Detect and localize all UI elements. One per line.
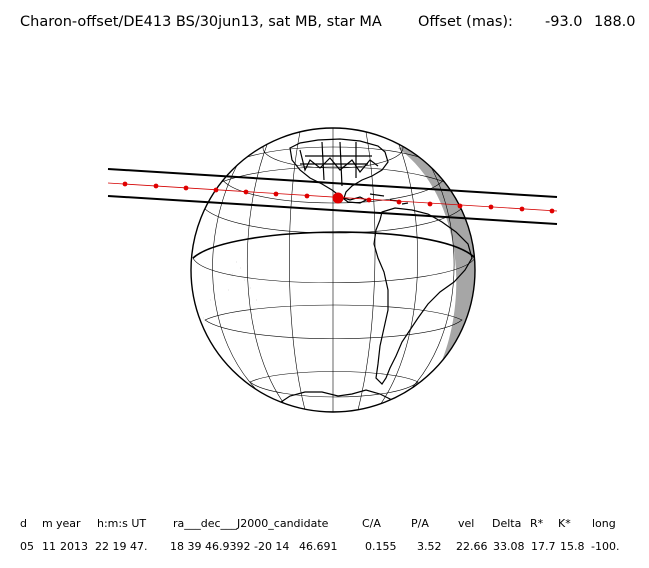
time-marker	[122, 181, 128, 187]
title-offset-y: 188.0	[594, 14, 636, 30]
col-header-rstar: R*	[530, 517, 544, 530]
val-long: -100.	[591, 540, 620, 553]
val-vel: 22.66	[456, 540, 488, 553]
val-time: 22 19 47.	[95, 540, 148, 553]
title-offset-x: -93.0	[545, 14, 583, 30]
globe-outline	[190, 127, 476, 413]
val-delta: 33.08	[493, 540, 525, 553]
title-event: Charon-offset/DE413 BS/30jun13, sat MB, …	[20, 14, 382, 30]
val-month: 11	[42, 540, 56, 553]
val-day: 05	[20, 540, 34, 553]
time-marker	[396, 199, 402, 205]
time-marker	[213, 187, 219, 193]
val-kstar: 15.8	[560, 540, 585, 553]
val-ca: 0.155	[365, 540, 397, 553]
coastlines	[203, 138, 473, 412]
north-limit-line	[107, 168, 558, 198]
val-radec: 18 39 46.9392 -20 14	[170, 540, 290, 553]
time-marker	[243, 189, 249, 195]
shadow-center-line	[107, 182, 558, 212]
col-header-radec: ra___dec___J2000_candidate	[173, 517, 329, 530]
time-marker	[519, 206, 525, 212]
time-marker	[488, 204, 494, 210]
val-dec-sec: 46.691	[299, 540, 338, 553]
col-header-long: long	[592, 517, 616, 530]
time-marker	[457, 203, 463, 209]
time-marker	[366, 197, 372, 203]
val-pa: 3.52	[417, 540, 442, 553]
plot-title: Charon-offset/DE413 BS/30jun13, sat MB, …	[10, 14, 640, 34]
val-rstar: 17.7	[531, 540, 556, 553]
title-offset-label: Offset (mas):	[418, 14, 513, 30]
time-markers	[122, 181, 555, 214]
south-limit-line	[107, 195, 558, 225]
val-year: 2013	[60, 540, 88, 553]
col-header-year: year	[56, 517, 81, 530]
col-header-pa: P/A	[411, 517, 429, 530]
time-marker	[183, 185, 189, 191]
col-header-vel: vel	[458, 517, 475, 530]
time-marker	[153, 183, 159, 189]
time-marker	[304, 193, 310, 199]
col-header-month: m	[42, 517, 53, 530]
time-marker	[427, 201, 433, 207]
time-marker	[273, 191, 279, 197]
col-header-kstar: K*	[558, 517, 571, 530]
col-header-day: d	[20, 517, 27, 530]
closest-approach-marker	[332, 192, 344, 204]
night-region	[398, 128, 475, 405]
time-marker	[549, 208, 555, 214]
col-header-delta: Delta	[492, 517, 522, 530]
col-header-time: h:m:s UT	[97, 517, 147, 530]
col-header-ca: C/A	[362, 517, 381, 530]
equator	[192, 231, 475, 259]
